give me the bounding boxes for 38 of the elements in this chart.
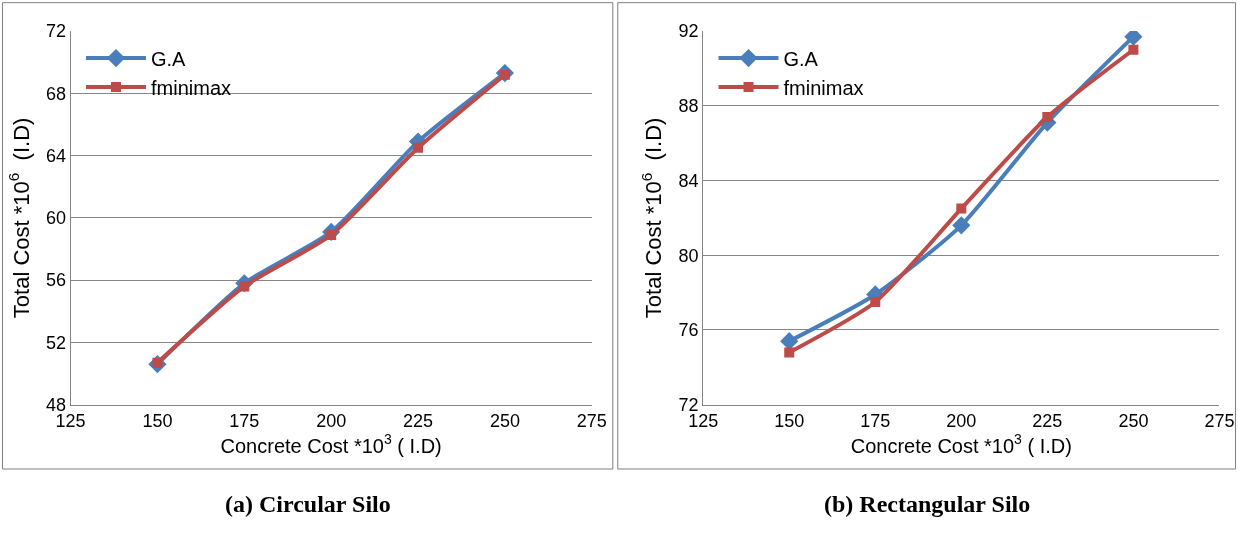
x-tick-label: 200 [946,411,977,432]
x-tick-label: 225 [403,411,434,432]
x-tick-label: 275 [1204,411,1235,432]
point [1128,44,1139,55]
legend-label: G.A [150,47,187,70]
text: (a) Circular Silo [225,491,391,517]
point [870,296,881,307]
legend-label: fminimax [150,76,232,99]
point [784,347,795,358]
x-tick-label: 175 [229,411,260,432]
x-tick-label: 275 [576,411,607,432]
point [956,203,967,214]
x-tick-label: 250 [1118,411,1149,432]
y-tick-label: 68 [45,83,66,104]
y-tick-label: 72 [45,21,66,42]
y-tick-label: 64 [45,145,66,166]
point [952,216,971,235]
text: (b) Rectangular Silo [824,491,1031,517]
x-axis-title: Concrete Cost *10$^{3}$ ( I.D) [220,431,442,457]
x-tick-label: 150 [774,411,805,432]
y-tick-label: 52 [45,332,66,353]
x-axis-title: Concrete Cost *10$^{3}$ ( I.D) [850,431,1072,457]
x-tick-label: 225 [1032,411,1063,432]
y-tick-label: 80 [678,245,699,266]
y-tick-label: 88 [678,96,699,117]
y-tick-label: 84 [678,170,699,191]
x-tick-label: 175 [860,411,891,432]
legend-label: fminimax [783,76,864,99]
legend-label: G.A [783,47,819,70]
y-tick-label: 56 [45,270,66,291]
x-tick-label: 150 [142,411,173,432]
y-tick-label: 92 [678,21,699,42]
point [1042,112,1053,123]
point [413,142,424,153]
y-tick-label: 76 [678,320,699,341]
y-tick-label: 60 [45,208,66,229]
x-tick-label: 200 [316,411,347,432]
x-tick-label: 250 [489,411,520,432]
